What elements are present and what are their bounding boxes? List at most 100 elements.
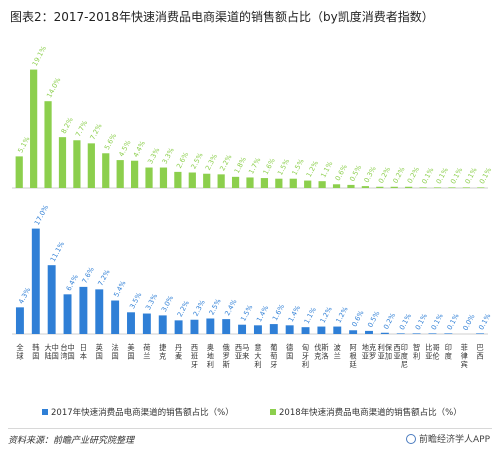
data-label-2018-10: 3.3% [161,146,176,165]
category-label-0: 全球 [16,343,24,361]
category-label-12: 奥地利 [207,343,214,369]
bar-2017-5 [95,289,104,334]
bar-2017-25 [412,333,421,334]
data-label-2018-3: 8.2% [60,116,75,135]
bar-2018-19 [289,178,297,188]
bar-2017-2 [47,265,56,334]
data-label-2018-15: 1.8% [233,155,248,174]
bar-2017-16 [269,324,278,334]
bar-2017-10 [174,320,183,334]
bar-2017-20 [333,326,342,334]
category-label-24: 印度尼西亚 [394,343,408,369]
bar-2018-21 [318,181,326,188]
bar-2017-9 [158,315,167,334]
bar-2018-8 [131,160,139,188]
category-label-15: 意大利 [254,343,261,369]
category-label-21: 阿根廷 [350,343,357,369]
bar-2018-1 [30,69,38,188]
data-label-2018-16: 1.7% [247,156,262,175]
bar-2018-10 [159,167,168,188]
data-label-2017-0: 4.3% [17,286,32,305]
bar-2018-11 [174,171,182,188]
bar-2017-19 [317,326,326,334]
data-label-2018-5: 7.2% [89,122,104,141]
bar-2017-18 [301,327,310,334]
data-label-2018-31: 0.1% [464,166,479,185]
category-label-28: 菲律宾 [461,343,468,369]
brand-name: 前瞻经济学人APP [418,435,490,445]
bar-2018-7 [116,160,124,188]
data-label-2017-17: 1.4% [287,304,302,323]
data-label-2017-13: 2.4% [223,298,238,317]
category-label-27: 印度 [445,343,452,361]
data-label-2017-12: 2.5% [208,297,223,316]
data-label-2018-9: 3.3% [146,146,161,165]
category-label-18: 匈牙利 [302,343,309,369]
bar-2018-28 [419,187,427,188]
data-label-2017-3: 6.4% [65,273,80,292]
data-label-2018-23: 0.5% [348,163,363,182]
data-label-2017-22: 0.5% [366,309,381,328]
bar-2017-8 [142,313,151,334]
data-label-2017-24: 0.1% [398,312,413,331]
data-label-2017-6: 5.4% [112,279,127,298]
bar-2018-6 [102,153,110,188]
bar-2018-9 [145,167,153,188]
data-label-2018-26: 0.2% [391,165,406,184]
data-label-2018-32: 0.1% [478,166,493,185]
category-label-14: 马来西亚 [235,343,249,361]
bar-2018-32 [477,187,485,188]
data-label-2017-14: 1.5% [239,303,254,322]
series-2018-bars: 5.1%19.1%14.0%8.2% 7.7% 7.2%5.6% 4.5% 4.4% 3.… [12,44,493,189]
bar-2018-31 [462,187,470,188]
data-label-2018-7: 4.5% [117,139,132,158]
data-label-2018-20: 1.2% [305,159,320,178]
data-label-2018-0: 5.1% [16,135,31,154]
legend[interactable]: 2017年快速消费品电商渠道的销售额占比（%） 2018年快速消费品电商渠道的销… [42,407,462,418]
data-label-2017-27: 0.1% [446,312,461,331]
bar-2017-15 [253,325,262,334]
bar-2018-22 [332,184,341,188]
data-label-2018-11: 2.6% [175,150,190,169]
brand-note: 前瞻经济学人APP [405,432,490,445]
bar-2018-13 [203,173,211,188]
bar-2017-12 [206,318,215,334]
category-label-9: 捷克 [159,343,166,361]
data-label-2017-23: 0.2% [382,311,397,330]
bar-2017-4 [79,286,88,334]
data-label-2017-29: 0.1% [477,312,492,331]
data-label-2018-6: 5.6% [103,132,118,151]
data-label-2017-1: 17.0% [33,203,50,226]
bar-2018-30 [448,187,456,188]
category-label-1: 韩国 [32,343,39,361]
data-label-2018-24: 0.3% [363,165,378,184]
data-label-2018-22: 0.6% [334,163,349,182]
brand-logo-icon [405,434,416,444]
data-label-2018-27: 0.2% [406,165,421,184]
category-label-26: 哥伦比亚 [425,343,439,361]
data-label-2017-18: 1.1% [303,306,318,325]
data-label-2018-12: 2.5% [190,151,205,170]
category-label-10: 丹麦 [175,343,182,361]
bar-2018-26 [390,186,398,188]
data-label-2018-8: 4.4% [132,139,147,158]
category-label-5: 英国 [96,343,103,361]
category-label-2: 中国大陆 [44,343,58,361]
category-label-22: 克罗地亚 [362,343,376,361]
data-label-2018-2: 14.0% [45,76,62,99]
bar-2017-17 [285,325,294,334]
data-label-2017-25: 0.1% [414,312,429,331]
bar-2017-21 [349,330,358,334]
data-label-2017-20: 1.2% [334,305,349,324]
category-label-4: 日本 [80,343,87,361]
bar-2017-26 [428,333,437,334]
bar-2018-20 [304,180,312,188]
data-label-2017-19: 1.2% [319,305,334,324]
bar-2017-0 [15,307,24,334]
data-label-2017-10: 2.2% [176,299,191,318]
bar-2018-24 [361,186,369,188]
bar-2017-29 [476,333,485,334]
data-label-2018-28: 0.1% [420,166,435,185]
data-label-2017-21: 0.6% [350,309,365,328]
